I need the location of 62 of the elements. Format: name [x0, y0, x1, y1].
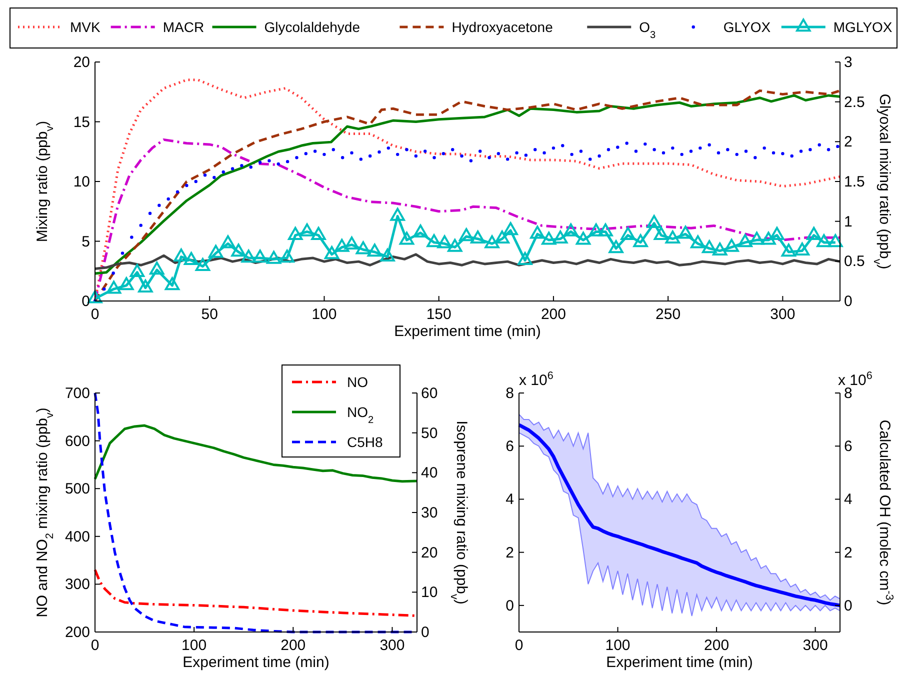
- x-axis-title: Experiment time (min): [606, 654, 753, 671]
- y-tick-label: 4: [506, 491, 514, 508]
- x-axis-title: Experiment time (min): [394, 323, 541, 340]
- legend-label: NO$_{2}$: [347, 404, 374, 426]
- x-tick-label: 50: [201, 306, 218, 323]
- y-tick-label: 6: [506, 438, 514, 456]
- legend-label: C5H8: [347, 434, 384, 450]
- legend-label: MVK: [70, 19, 101, 35]
- y2-tick-label: 50: [421, 424, 438, 442]
- x-tick-label: 150: [426, 306, 452, 323]
- y-tick-label: 20: [73, 54, 90, 71]
- x-tick-label: 200: [704, 637, 730, 654]
- y2-tick-label: 0: [844, 597, 852, 614]
- y2-tick-label: 4: [844, 491, 852, 508]
- y2-tick-label: 60: [421, 385, 438, 402]
- legend-label: MGLYOX: [833, 19, 893, 35]
- line-series: [94, 424, 418, 483]
- y-tick-label: 700: [64, 385, 90, 402]
- x-tick-label: 100: [312, 306, 337, 323]
- x-tick-label: 300: [770, 306, 796, 323]
- x-tick-label: 200: [280, 637, 306, 654]
- y2-tick-label: 30: [421, 504, 438, 522]
- y-tick-label: 200: [64, 624, 90, 641]
- x-axis-title: Experiment time (min): [182, 654, 330, 671]
- y-tick-label: 5: [82, 233, 90, 250]
- y-tick-label: 0: [82, 293, 90, 310]
- x-tick-label: 300: [802, 637, 828, 654]
- text: x 10$^{6}$: [519, 370, 554, 389]
- x-tick-label: 300: [380, 637, 405, 654]
- legend-label: O$_{3}$: [639, 19, 656, 40]
- y-tick-label: 15: [73, 114, 90, 131]
- y2-tick-label: 0.5: [844, 253, 865, 270]
- y-tick-label: 300: [64, 576, 90, 594]
- y2-tick-label: 2: [844, 134, 852, 151]
- y2-tick-label: 2.5: [844, 94, 865, 111]
- x-tick-label: 100: [605, 637, 630, 654]
- legend-label: NO: [347, 374, 368, 390]
- y2-tick-label: 3: [844, 54, 852, 71]
- x-tick-label: 200: [540, 306, 566, 323]
- legend-label: MACR: [162, 19, 204, 35]
- legend-label: Glycolaldehyde: [264, 19, 360, 35]
- line-series: [94, 94, 842, 275]
- x-tick-label: 250: [656, 306, 681, 323]
- x-tick-label: 100: [182, 637, 207, 654]
- y-tick-label: 0: [506, 597, 514, 614]
- legend-label: Hydroxyacetone: [452, 19, 554, 35]
- y2-tick-label: 2: [844, 544, 852, 562]
- y2-tick-label: 1: [844, 213, 852, 230]
- y2-tick-label: 10: [421, 584, 438, 602]
- y-tick-label: 500: [64, 480, 90, 498]
- y-tick-label: 8: [506, 385, 514, 402]
- y2-tick-label: 0: [421, 624, 430, 641]
- y-tick-label: 400: [64, 528, 90, 546]
- y2-tick-label: 40: [421, 464, 438, 482]
- y2-tick-label: 0: [844, 293, 852, 310]
- y2-tick-label: 6: [844, 438, 852, 456]
- y-tick-label: 2: [506, 544, 514, 562]
- y2-tick-label: 1.5: [844, 174, 865, 190]
- y-tick-label: 600: [64, 432, 90, 450]
- y-tick-label: 10: [73, 174, 90, 190]
- y2-tick-label: 20: [421, 544, 438, 562]
- legend-label: GLYOX: [723, 19, 772, 35]
